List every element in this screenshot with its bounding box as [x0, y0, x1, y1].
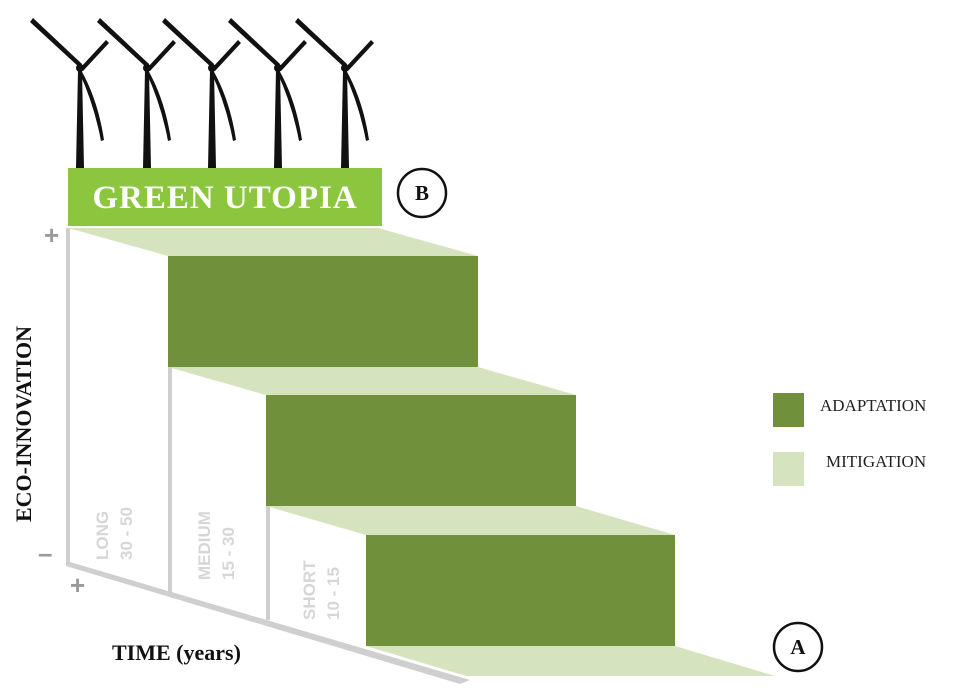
x-axis-plus: + — [70, 570, 85, 600]
stage-medium-name: MEDIUM — [195, 511, 214, 580]
mitigation-floor — [366, 646, 775, 676]
adaptation-block-1 — [168, 256, 478, 367]
green-utopia-banner — [68, 168, 382, 226]
wind-turbine-icon — [228, 18, 307, 168]
wind-turbine-icon — [162, 18, 241, 168]
stage-medium: MEDIUM 15 - 30 — [195, 511, 238, 580]
wind-turbine-icon — [30, 18, 109, 168]
legend-mitigation-swatch — [773, 452, 804, 486]
stage-short-range: 10 - 15 — [324, 567, 343, 620]
wind-turbine-icon — [97, 18, 176, 168]
marker-b-circle — [396, 167, 448, 219]
adaptation-block-2 — [266, 395, 576, 506]
marker-a-label: A — [790, 635, 806, 659]
y-axis-title: ECO-INNOVATION — [11, 326, 36, 522]
stage-long-name: LONG — [93, 511, 112, 560]
mitigation-top-3 — [266, 506, 675, 535]
mitigation-top-2 — [168, 367, 576, 395]
stage-short: SHORT 10 - 15 — [300, 560, 343, 620]
y-axis-plus: + — [44, 220, 59, 250]
wind-turbine-icon — [295, 18, 374, 168]
stage-short-name: SHORT — [300, 560, 319, 620]
mitigation-top-1 — [68, 228, 478, 256]
stage-long-range: 30 - 50 — [117, 507, 136, 560]
legend: ADAPTATION MITIGATION — [773, 393, 926, 486]
stage-medium-range: 15 - 30 — [219, 527, 238, 580]
adaptation-block-3 — [366, 535, 675, 646]
x-axis-title: TIME (years) — [112, 640, 241, 665]
legend-mitigation-label: MITIGATION — [826, 452, 926, 471]
y-axis-minus: – — [38, 538, 52, 568]
x-axis-minus: – — [452, 676, 466, 688]
legend-adaptation-swatch — [773, 393, 804, 427]
wind-turbines — [30, 18, 374, 168]
stage-long: LONG 30 - 50 — [93, 507, 136, 560]
marker-b-label: B — [415, 181, 429, 205]
marker-a-circle — [772, 621, 824, 673]
legend-adaptation-label: ADAPTATION — [820, 396, 926, 415]
banner-title: GREEN UTOPIA — [92, 180, 357, 216]
